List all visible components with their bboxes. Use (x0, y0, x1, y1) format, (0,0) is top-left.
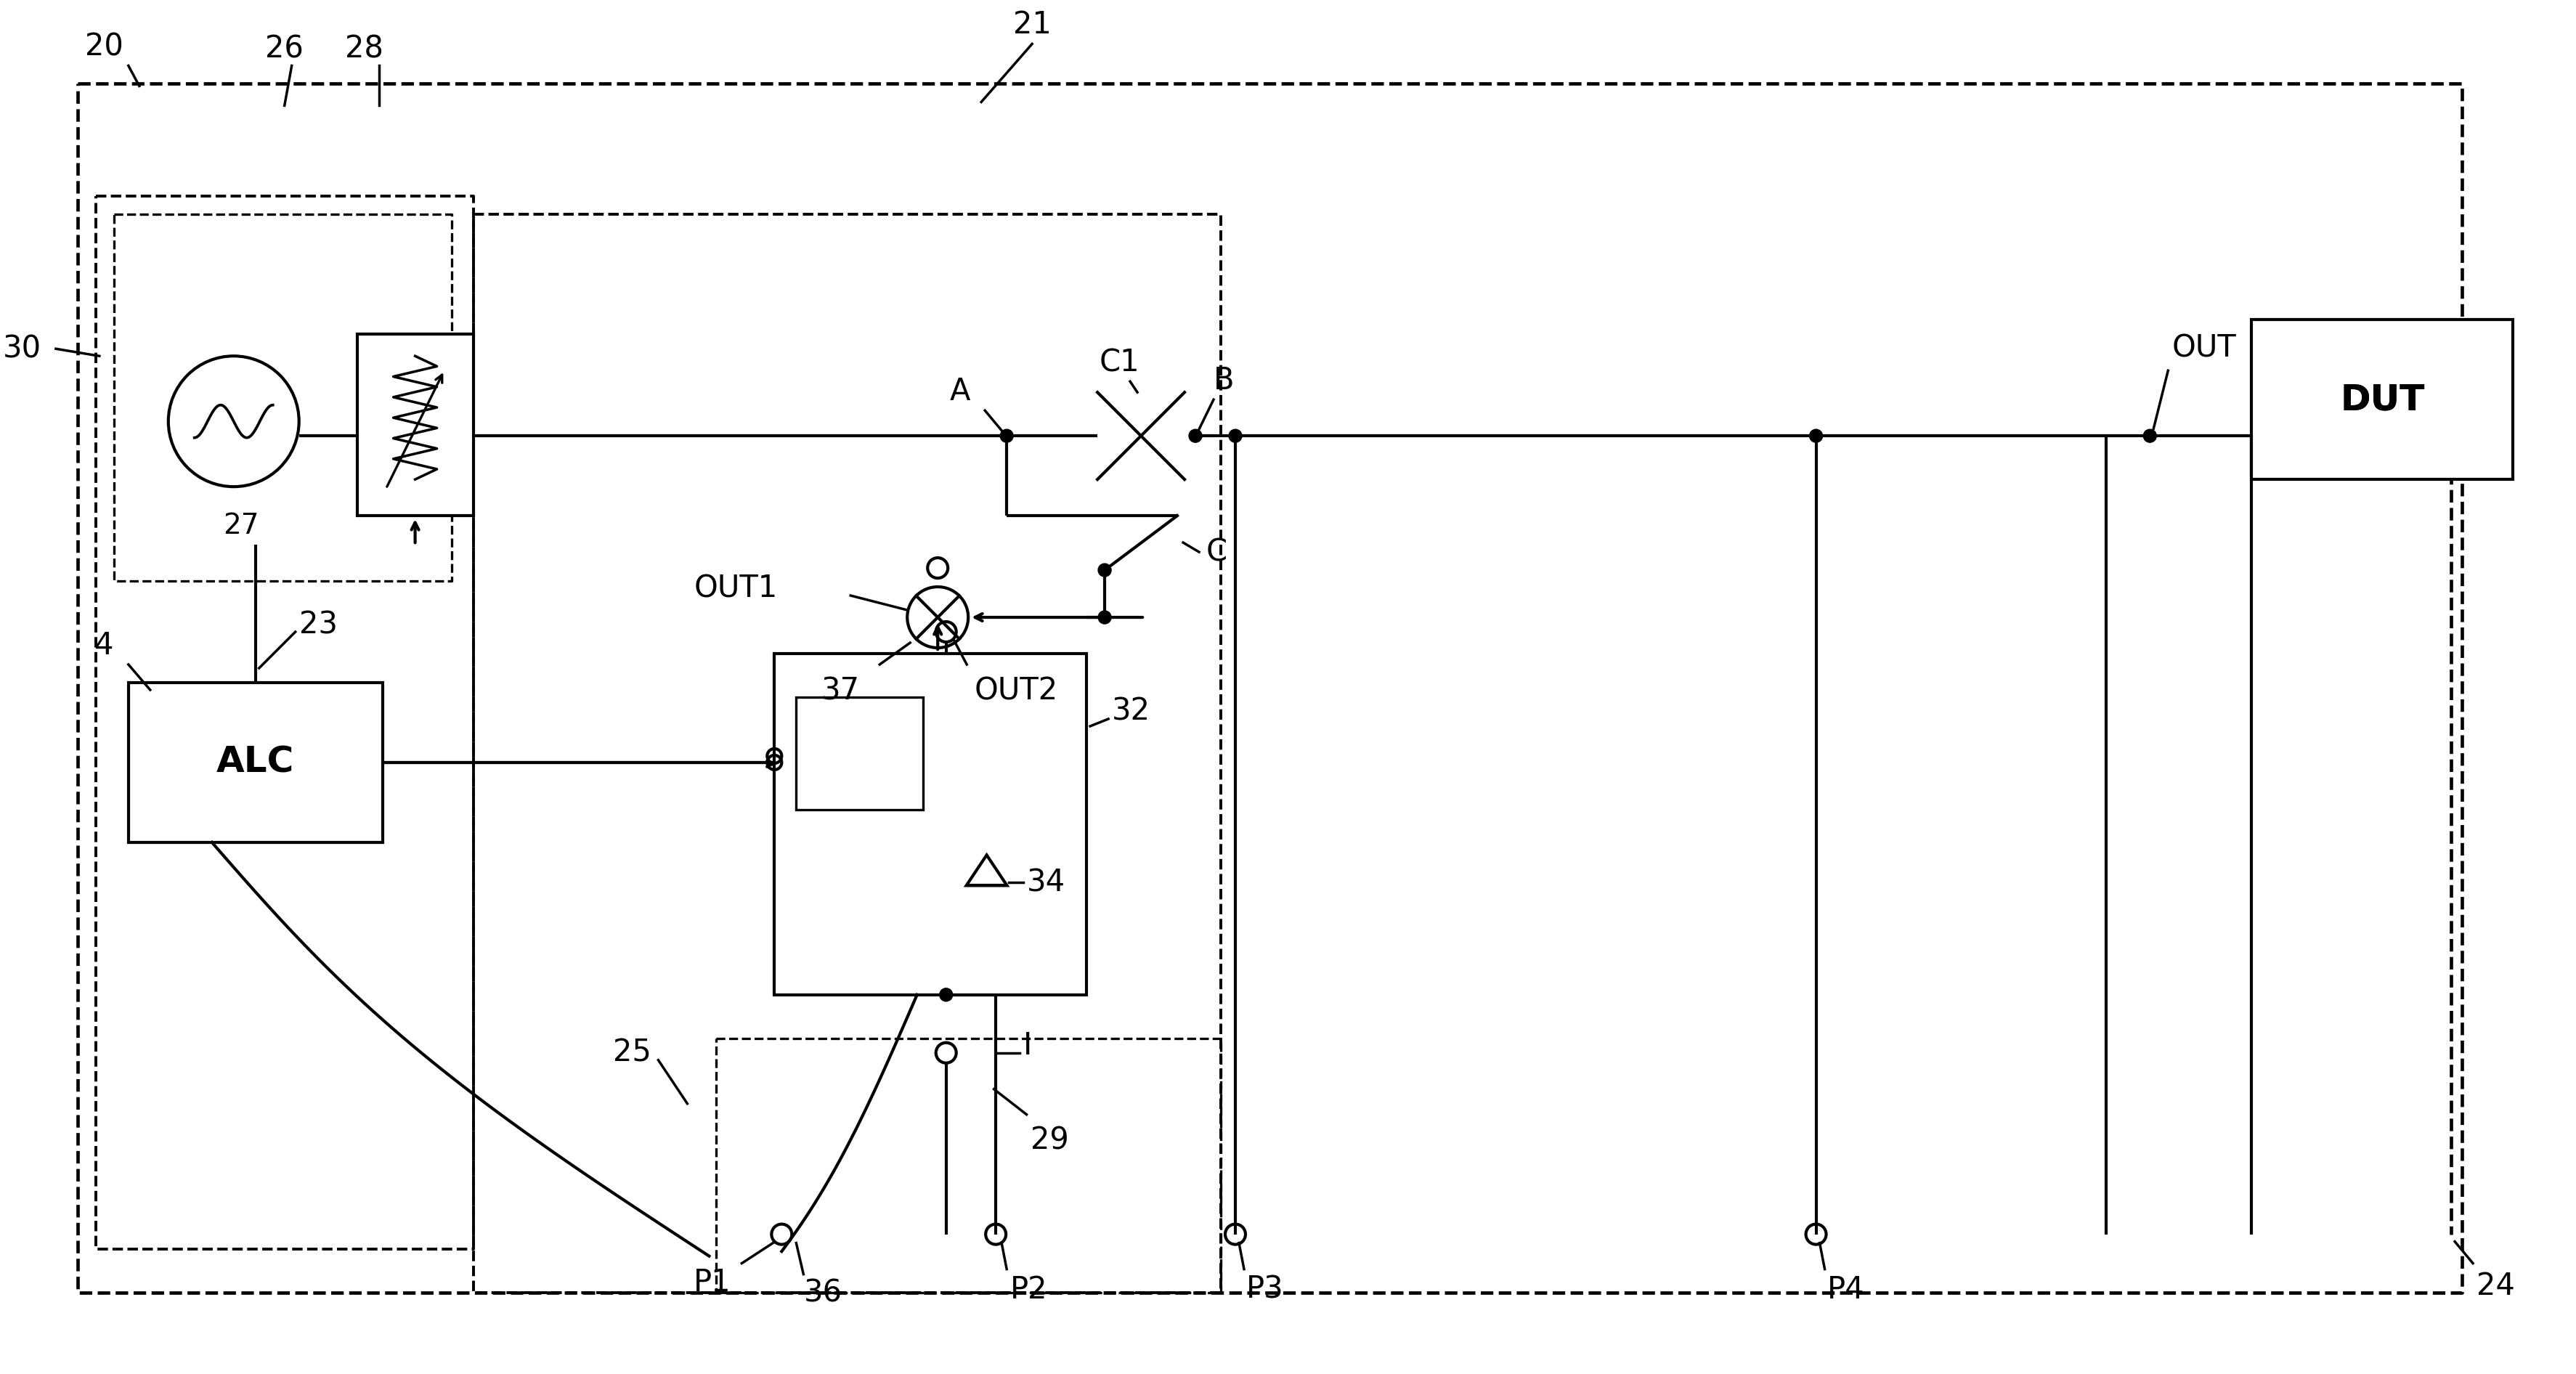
Bar (129, 683, 381, 842)
Text: 37: 37 (822, 676, 860, 706)
Text: 29: 29 (1030, 1125, 1069, 1156)
Circle shape (1097, 563, 1110, 577)
Circle shape (940, 988, 953, 1002)
Text: 28: 28 (345, 34, 384, 65)
Text: ALC: ALC (216, 745, 294, 780)
Text: B: B (1213, 365, 1234, 396)
Text: 27: 27 (224, 513, 260, 540)
Text: A: A (951, 376, 971, 407)
Text: 4: 4 (95, 631, 113, 661)
Text: C: C (1206, 537, 1226, 567)
Bar (775, 654, 1087, 995)
Bar (796, 697, 922, 809)
Circle shape (2143, 429, 2156, 442)
Text: 36: 36 (804, 1278, 842, 1308)
Text: 34: 34 (1028, 867, 1064, 897)
Text: P3: P3 (1247, 1274, 1283, 1305)
Text: P4: P4 (1826, 1274, 1865, 1305)
Text: 23: 23 (299, 609, 337, 640)
Circle shape (1229, 429, 1242, 442)
Bar (2251, 320, 2512, 480)
Text: 20: 20 (85, 32, 124, 62)
Circle shape (1808, 429, 1824, 442)
Text: DUT: DUT (2339, 382, 2424, 416)
Text: 30: 30 (3, 334, 41, 364)
Text: 24: 24 (2476, 1271, 2514, 1301)
Circle shape (999, 429, 1012, 442)
Text: 32: 32 (1113, 697, 1151, 727)
Text: 21: 21 (1012, 10, 1051, 40)
Text: DUT: DUT (2339, 382, 2424, 416)
Text: 26: 26 (265, 34, 304, 65)
Text: OUT: OUT (2172, 333, 2236, 363)
Text: P2: P2 (1010, 1274, 1048, 1305)
Text: C1: C1 (1100, 348, 1139, 378)
Text: OUT1: OUT1 (696, 573, 778, 603)
Text: I: I (1023, 1030, 1033, 1061)
Bar (358, 334, 474, 515)
Text: 25: 25 (613, 1037, 652, 1068)
Circle shape (1190, 429, 1203, 442)
Circle shape (1097, 611, 1110, 624)
Text: OUT2: OUT2 (974, 676, 1059, 706)
Text: P1: P1 (693, 1267, 732, 1297)
